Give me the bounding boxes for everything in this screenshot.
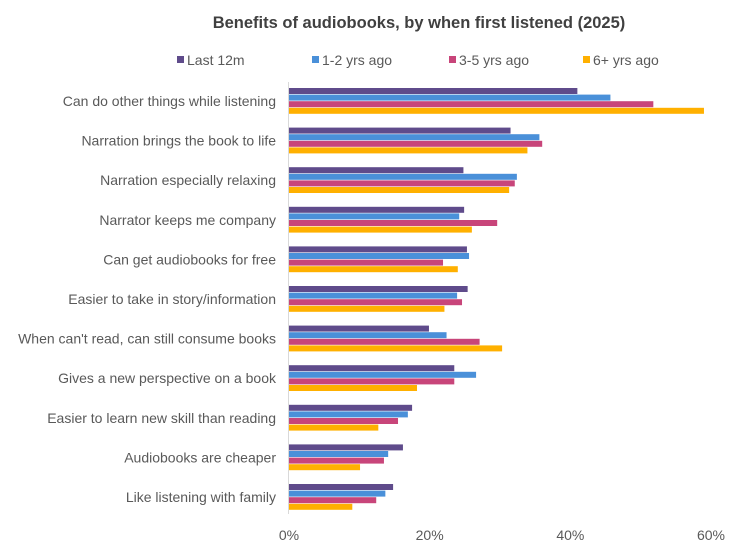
bars: [289, 88, 704, 510]
chart-title: Benefits of audiobooks, by when first li…: [213, 14, 626, 32]
legend-label: Last 12m: [187, 52, 245, 68]
bar-group: [289, 404, 413, 431]
legend-label: 6+ yrs ago: [593, 52, 659, 68]
bar: [289, 503, 353, 510]
bar-group: [289, 206, 498, 233]
bar: [289, 94, 611, 101]
legend-label: 1-2 yrs ago: [322, 52, 392, 68]
bar-group: [289, 365, 477, 391]
bar-group: [289, 444, 403, 471]
bar: [289, 107, 704, 114]
legend-label: 3-5 yrs ago: [459, 52, 529, 68]
category-label: Can get audiobooks for free: [103, 251, 276, 267]
bar: [289, 140, 543, 147]
bar: [289, 484, 394, 490]
bar: [289, 424, 379, 431]
bar: [289, 338, 480, 345]
bar: [289, 246, 467, 253]
bar-group: [289, 325, 503, 352]
category-label: Like listening with family: [126, 489, 276, 505]
category-label: Narration brings the book to life: [81, 133, 276, 149]
bar: [289, 259, 444, 266]
category-label: When can't read, can still consume books: [18, 331, 276, 347]
bar: [289, 490, 386, 497]
legend-swatch: [312, 56, 319, 63]
bar: [289, 305, 445, 312]
x-axis-ticks: 0% 20% 40% 60%: [279, 527, 725, 543]
legend-swatch: [449, 56, 456, 63]
bar-group: [289, 167, 517, 193]
legend-swatch: [177, 56, 184, 63]
bar: [289, 220, 498, 226]
legend-item: 1-2 yrs ago: [312, 52, 392, 68]
bar: [289, 292, 458, 299]
bar: [289, 325, 429, 332]
bar-group: [289, 88, 704, 114]
x-tick-label: 60%: [697, 527, 725, 543]
category-label: Easier to learn new skill than reading: [47, 410, 276, 426]
legend-item: 3-5 yrs ago: [449, 52, 529, 68]
bar-group: [289, 484, 394, 510]
bar: [289, 180, 515, 187]
bar: [289, 167, 464, 174]
bar-group: [289, 246, 470, 273]
category-label: Can do other things while listening: [63, 93, 276, 109]
category-label: Easier to take in story/information: [68, 291, 276, 307]
bar: [289, 404, 413, 411]
bar: [289, 464, 361, 471]
bar: [289, 411, 408, 418]
bar: [289, 173, 517, 180]
bar: [289, 213, 460, 220]
bar: [289, 385, 418, 391]
bar: [289, 378, 455, 385]
category-label: Narration especially relaxing: [100, 172, 276, 188]
bar: [289, 127, 511, 134]
bar: [289, 134, 540, 141]
bar: [289, 451, 389, 457]
legend: Last 12m 1-2 yrs ago 3-5 yrs ago 6+ yrs ago: [177, 52, 659, 68]
bar-group: [289, 286, 468, 312]
category-label: Narrator keeps me company: [99, 212, 276, 228]
bar: [289, 299, 463, 306]
legend-swatch: [583, 56, 590, 63]
bar: [289, 253, 470, 259]
bar: [289, 345, 503, 352]
bar: [289, 88, 578, 94]
bar: [289, 206, 465, 213]
bar: [289, 332, 447, 339]
bar: [289, 147, 528, 154]
category-label: Audiobooks are cheaper: [124, 449, 276, 465]
bar: [289, 187, 510, 193]
x-tick-label: 0%: [279, 527, 299, 543]
bar: [289, 266, 458, 273]
category-labels: Can do other things while listening Narra…: [18, 93, 277, 505]
bar-group: [289, 127, 543, 154]
category-label: Gives a new perspective on a book: [58, 370, 277, 386]
bar: [289, 226, 472, 233]
bar: [289, 418, 399, 424]
x-tick-label: 20%: [416, 527, 444, 543]
bar: [289, 365, 455, 372]
bar: [289, 371, 477, 378]
bar: [289, 497, 377, 504]
bar: [289, 286, 468, 292]
bar: [289, 101, 654, 108]
legend-item: 6+ yrs ago: [583, 52, 659, 68]
legend-item: Last 12m: [177, 52, 245, 68]
bar: [289, 457, 384, 464]
bar: [289, 444, 403, 451]
x-tick-label: 40%: [556, 527, 584, 543]
